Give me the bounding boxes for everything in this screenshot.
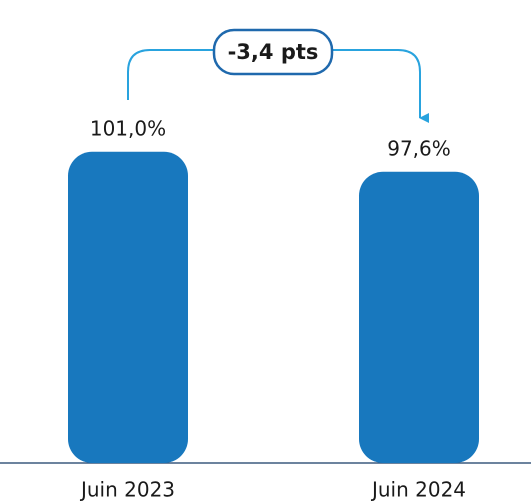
x-tick-label: Juin 2024 xyxy=(370,478,466,502)
annotation-box xyxy=(212,28,334,76)
x-tick-label: Juin 2023 xyxy=(79,478,175,502)
bracket-left xyxy=(127,49,214,100)
bar xyxy=(359,171,479,463)
bracket-right xyxy=(332,49,429,123)
value-label: 101,0% xyxy=(90,116,166,140)
value-label: 97,6% xyxy=(387,136,451,160)
annotation: -3,4 pts xyxy=(228,40,319,64)
bar xyxy=(68,151,188,464)
